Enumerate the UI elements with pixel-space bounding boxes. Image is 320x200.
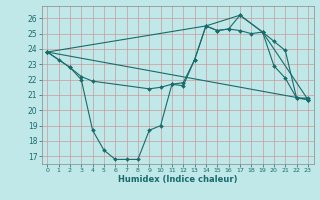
X-axis label: Humidex (Indice chaleur): Humidex (Indice chaleur): [118, 175, 237, 184]
